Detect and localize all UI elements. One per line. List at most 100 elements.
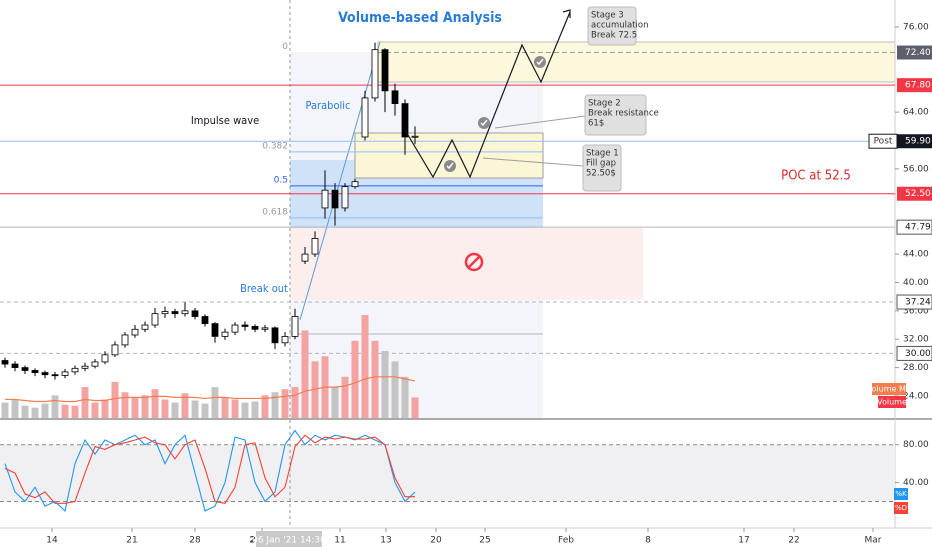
level-tag — [897, 78, 932, 93]
x-tick-label: 22 — [788, 536, 799, 546]
candle-body — [121, 334, 129, 346]
stage-text: Fill gap — [586, 159, 616, 169]
crosshair-label-bg — [256, 531, 322, 547]
level-tag — [868, 133, 898, 149]
volume-bar — [301, 330, 309, 418]
candle-body — [311, 238, 319, 255]
candle-body — [51, 374, 59, 377]
x-tick-label: 21 — [126, 536, 137, 546]
legend-tag — [894, 502, 908, 514]
volume-bar — [191, 400, 199, 418]
crosshair-label: 06 Jan '21 14:30 — [252, 536, 326, 546]
y-tick-label: 56.00 — [903, 164, 929, 174]
level-tag-label: 30.00 — [905, 349, 931, 359]
background-shapes — [0, 0, 932, 529]
candle-body — [101, 354, 109, 363]
volume-bar — [231, 399, 239, 418]
level-tag-label: 59.90 — [905, 137, 931, 147]
candle-body — [11, 363, 19, 369]
volume-bar — [271, 392, 279, 418]
candle-body — [381, 49, 389, 92]
level-tag — [896, 294, 932, 310]
parabolic-line — [299, 41, 381, 321]
volume-bar — [91, 402, 99, 418]
y-tick-label: 44.00 — [903, 250, 929, 260]
stage-text: 61$ — [588, 119, 604, 129]
chart-title: Volume-based Analysis — [338, 10, 502, 26]
stage-text: Break resistance — [588, 109, 659, 119]
x-tick-label: 14 — [46, 536, 58, 546]
y-tick-label: 40.00 — [903, 478, 929, 488]
legend-tag — [894, 488, 908, 500]
level-tag — [896, 345, 932, 361]
candle-body — [81, 365, 89, 369]
prohibit-icon — [464, 252, 484, 272]
volume-bar — [111, 381, 119, 418]
candle-body — [161, 311, 169, 315]
stage-callout — [584, 94, 647, 136]
volume-bar — [361, 315, 369, 418]
candle-body — [281, 335, 289, 344]
legend-label: %D — [895, 504, 907, 512]
volume-bar — [261, 395, 269, 418]
stage-text: Stage 1 — [586, 149, 619, 159]
volume-ma-tag: Volume MA — [867, 385, 912, 394]
y-tick-label: 32.00 — [903, 335, 929, 345]
volume-bar — [81, 387, 89, 418]
legend-label: %K — [895, 490, 907, 498]
volume-bar — [131, 397, 139, 418]
x-tick-label: Feb — [558, 536, 574, 546]
annotation: Break out — [240, 282, 288, 295]
annotation: POC at 52.5 — [781, 169, 851, 184]
volume-bar — [281, 389, 289, 418]
fib-label: 0.382 — [262, 141, 288, 151]
candle-body — [71, 367, 79, 373]
level-tag — [897, 186, 932, 201]
candle-body — [211, 323, 219, 337]
candle-body — [31, 370, 39, 373]
candle-body — [291, 316, 299, 337]
volume-bar — [221, 397, 229, 418]
stage-callout — [587, 6, 637, 46]
annotation: Parabolic — [306, 99, 351, 112]
candle-body — [41, 372, 49, 376]
candle-body — [331, 189, 339, 209]
volume-bar — [51, 395, 59, 418]
level-tag — [897, 45, 932, 60]
candle-body — [1, 360, 9, 365]
volume-bar — [121, 392, 129, 418]
volume-bar — [21, 405, 29, 418]
x-tick-label: 11 — [334, 536, 345, 546]
overlay: Volume-based Analysis Impulse wave Parab… — [191, 6, 851, 295]
candle-body — [301, 253, 309, 262]
volume-bar — [241, 402, 249, 418]
x-tick-label: 17 — [738, 536, 749, 546]
stage-text: Break 72.5 — [591, 31, 637, 41]
stoch-band — [0, 444, 895, 502]
y-tick-label: 24.00 — [903, 392, 929, 402]
volume-bar — [31, 407, 39, 418]
candle-body — [111, 344, 119, 356]
volume-bar — [381, 351, 389, 418]
level-tag-label: 37.24 — [905, 298, 931, 308]
fib-label: 0.618 — [262, 207, 288, 217]
projection-path — [404, 11, 571, 179]
volume-bar — [1, 402, 9, 418]
candle-body — [271, 327, 279, 344]
candle-body — [131, 328, 139, 336]
candle-body — [231, 324, 239, 333]
tag — [878, 396, 906, 408]
stage-text: Stage 2 — [588, 99, 621, 109]
volume-bar — [161, 399, 169, 418]
volume-bar — [181, 393, 189, 418]
stage-text: accumulation — [591, 21, 648, 31]
volume-tag: Volume — [877, 398, 907, 407]
candle-body — [21, 367, 29, 371]
candle-body — [171, 311, 179, 315]
y-tick-label: 80.00 — [903, 440, 929, 450]
stage3-box — [377, 41, 896, 83]
volume-bar — [401, 376, 409, 418]
candle-body — [201, 316, 209, 325]
level-tag-label: 72.40 — [905, 48, 931, 58]
volume-bar — [411, 397, 419, 418]
